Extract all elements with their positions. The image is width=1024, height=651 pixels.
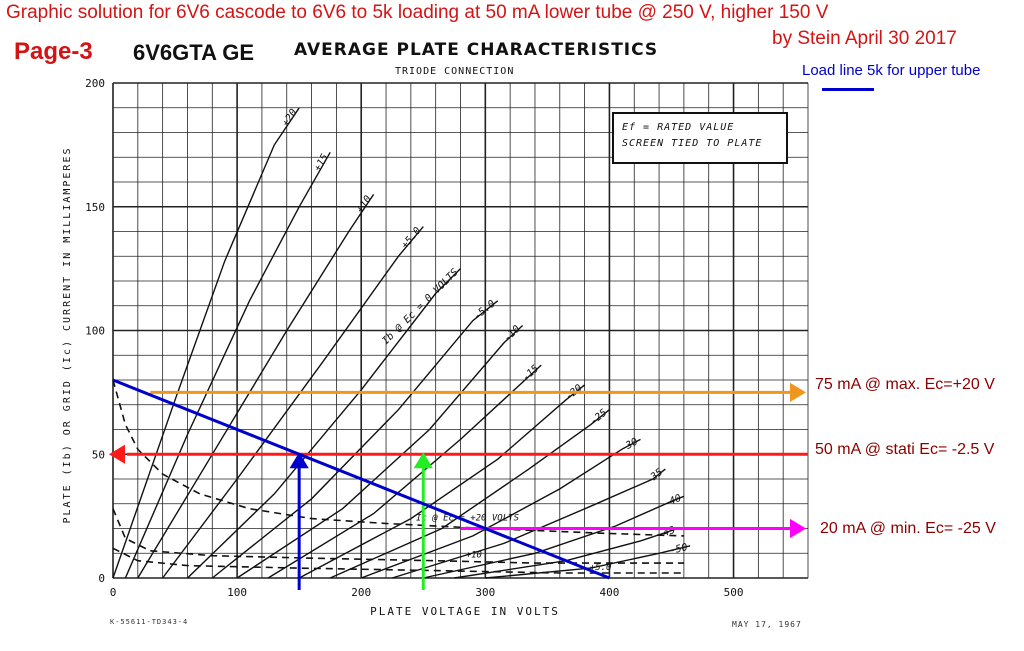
x-axis-label: PLATE VOLTAGE IN VOLTS bbox=[370, 605, 560, 618]
plate-curves: +20+15+10+5.0Ib @ Ec = 0 VOLTS -5.0-10-15… bbox=[112, 107, 691, 579]
curve-label: -40 bbox=[662, 493, 683, 510]
conditions-line-2: SCREEN TIED TO PLATE bbox=[622, 138, 763, 149]
y-tick-label: 150 bbox=[85, 201, 105, 214]
plate-curve bbox=[360, 438, 641, 579]
curve-label: Ib @ Ec = 0 VOLTS bbox=[380, 267, 460, 347]
plate-curve bbox=[124, 151, 331, 579]
footer-date: MAY 17, 1967 bbox=[732, 620, 802, 629]
plate-curve bbox=[298, 384, 586, 579]
grid-curve-label: +10 bbox=[466, 551, 482, 561]
legend-swatch bbox=[822, 88, 874, 91]
grid-curve-label: Ic @ Ec = +20 VOLTS bbox=[416, 514, 520, 524]
x-tick-label: 400 bbox=[599, 586, 619, 599]
y-tick-label: 100 bbox=[85, 325, 105, 338]
legend-text: Load line 5k for upper tube bbox=[802, 62, 981, 79]
plate-curve bbox=[423, 495, 685, 579]
y-tick-label: 0 bbox=[98, 572, 105, 585]
x-tick-label: 500 bbox=[724, 586, 744, 599]
annotation-50ma: 50 mA @ stati Ec= -2.5 V bbox=[815, 441, 995, 458]
plate-curve bbox=[112, 107, 300, 579]
annotation-75ma: 75 mA @ max. Ec=+20 V bbox=[815, 376, 995, 393]
plate-curve bbox=[162, 226, 424, 579]
x-tick-label: 100 bbox=[227, 586, 247, 599]
plate-curve bbox=[391, 468, 666, 579]
page-label: Page-3 bbox=[14, 38, 93, 65]
x-tick-label: 0 bbox=[110, 586, 117, 599]
blue-arrow-head bbox=[289, 452, 309, 469]
curve-label: -30 bbox=[619, 436, 640, 454]
y-axis-label: PLATE (Ib) OR GRID (Ic) CURRENT IN MILLI… bbox=[62, 147, 73, 524]
grid-curve-label: +5.0 bbox=[590, 563, 612, 573]
curve-label: -35 bbox=[644, 467, 665, 487]
top-title: Graphic solution for 6V6 cascode to 6V6 … bbox=[6, 2, 829, 23]
grid-current-curve bbox=[112, 379, 684, 537]
annotation-20ma: 20 mA @ min. Ec= -25 V bbox=[820, 520, 996, 537]
magenta-arrow-head bbox=[790, 518, 806, 539]
grid-current-curve bbox=[112, 547, 684, 574]
green-arrow-head bbox=[413, 452, 433, 469]
x-tick-label: 300 bbox=[475, 586, 495, 599]
curve-label: +5.0 bbox=[400, 225, 424, 251]
y-tick-label: 200 bbox=[85, 77, 105, 90]
marker-lines bbox=[109, 382, 808, 590]
footer-code: K-55611-TD343-4 bbox=[110, 618, 189, 626]
x-tick-label: 200 bbox=[351, 586, 371, 599]
chart-subtitle: TRIODE CONNECTION bbox=[395, 66, 515, 77]
conditions-line-1: Ef = RATED VALUE bbox=[622, 122, 735, 133]
plate-curve bbox=[187, 268, 461, 579]
red-arrow-head bbox=[109, 444, 125, 464]
y-tick-label: 50 bbox=[92, 448, 105, 461]
grid-current-curve bbox=[112, 508, 684, 564]
author-byline: by Stein April 30 2017 bbox=[772, 28, 957, 49]
chart-title: AVERAGE PLATE CHARACTERISTICS bbox=[294, 40, 659, 60]
plate-curve bbox=[329, 409, 610, 579]
plate-curve bbox=[211, 300, 499, 579]
load-line bbox=[112, 378, 610, 580]
grid-current-curves: Ic @ Ec = +20 VOLTS +10 +5.0 bbox=[112, 379, 684, 574]
plate-curve bbox=[267, 364, 542, 579]
plate-curve bbox=[485, 545, 691, 579]
curve-label: -50 bbox=[669, 542, 689, 557]
plate-curve bbox=[236, 324, 524, 579]
conditions-box: Ef = RATED VALUE SCREEN TIED TO PLATE bbox=[612, 112, 788, 164]
plate-curve bbox=[137, 194, 375, 579]
orange-arrow-head bbox=[790, 382, 806, 402]
tube-name: 6V6GTA GE bbox=[133, 40, 255, 65]
axis-ticks: 0 100 200 300 400 500 0 50 100 150 200 bbox=[85, 77, 743, 599]
load-line-5k bbox=[112, 378, 610, 580]
